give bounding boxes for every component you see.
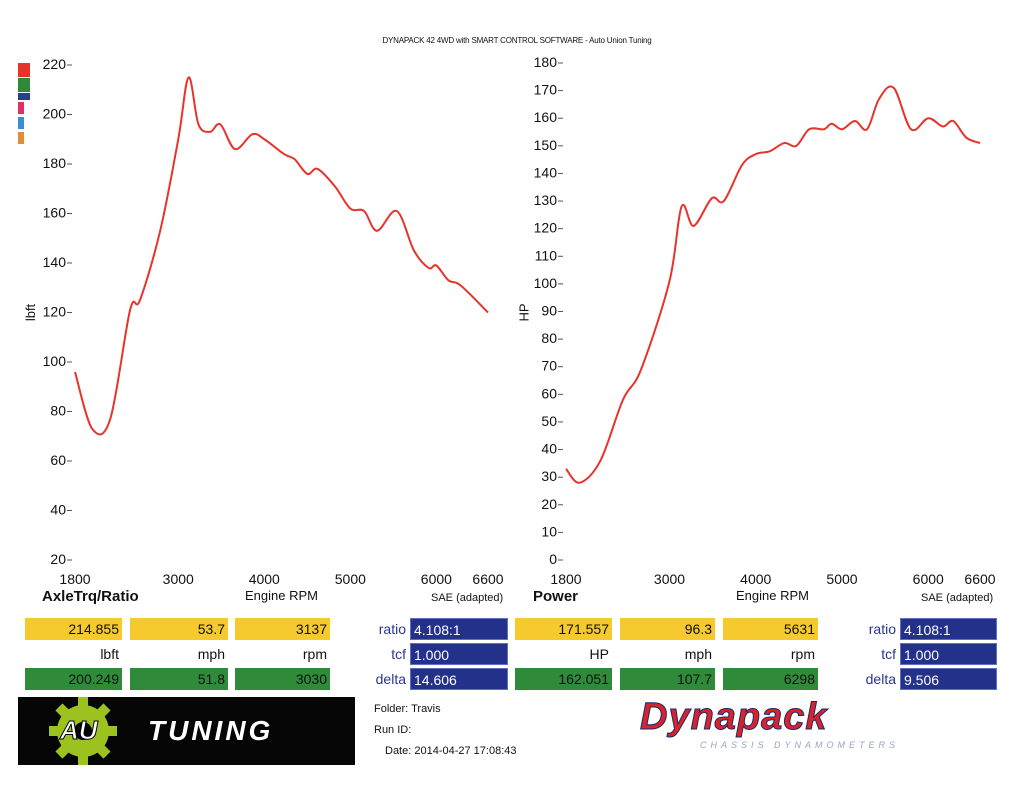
left-tcf-value: 1.000 <box>410 643 508 665</box>
left-tcf-label: tcf <box>391 646 406 662</box>
y-tick-label: 80 <box>50 403 66 419</box>
y-tick-label: 180 <box>43 155 67 171</box>
logo-au-text: AU <box>60 715 99 746</box>
left-max-mph: 53.7 <box>130 618 228 640</box>
dynapack-subtitle: CHASSIS DYNAMOMETERS <box>700 740 900 750</box>
y-tick-label: 20 <box>50 551 66 567</box>
y-tick-label: 30 <box>541 468 557 484</box>
right-unit-rpm: rpm <box>790 646 815 662</box>
right-unit-mph: mph <box>684 646 712 662</box>
y-tick-label: 160 <box>43 205 67 221</box>
right-note: SAE (adapted) <box>921 592 994 604</box>
x-tick-label: 5000 <box>826 571 857 587</box>
x-tick-label: 6600 <box>472 571 503 587</box>
y-tick-label: 150 <box>534 137 558 153</box>
y-tick-label: 20 <box>541 496 557 512</box>
x-tick-label: 6600 <box>964 571 995 587</box>
y-tick-label: 80 <box>541 330 557 346</box>
x-tick-label: 4000 <box>740 571 771 587</box>
y-tick-label: 100 <box>534 275 558 291</box>
y-tick-label: 140 <box>43 254 67 270</box>
left-ratio-label: ratio <box>378 621 406 637</box>
x-tick-label: 6000 <box>421 571 452 587</box>
y-tick-label: 90 <box>541 303 557 319</box>
left-max-rpm: 3137 <box>235 618 330 640</box>
y-tick-label: 120 <box>534 220 558 236</box>
right-min-mph: 107.7 <box>620 668 715 690</box>
y-tick-label: 0 <box>549 551 557 567</box>
right-tcf-label: tcf <box>881 646 896 662</box>
left-min-rpm: 3030 <box>235 668 330 690</box>
y-tick-label: 140 <box>534 164 558 180</box>
y-tick-label: 160 <box>534 109 558 125</box>
y-tick-label: 40 <box>50 502 66 518</box>
right-ratio-label: ratio <box>868 621 896 637</box>
right-min-rpm: 6298 <box>723 668 818 690</box>
left-max-lbft: 214.855 <box>25 618 122 640</box>
left-ylabel: lbft <box>23 303 39 322</box>
y-tick-label: 60 <box>50 452 66 468</box>
left-unit-mph: mph <box>197 646 225 662</box>
left-delta-label: delta <box>375 671 406 687</box>
y-tick-label: 10 <box>541 523 557 539</box>
power-line <box>565 85 981 484</box>
legend-swatch-blue <box>18 93 30 100</box>
right-ylabel: HP <box>516 303 532 322</box>
y-tick-label: 60 <box>541 385 557 401</box>
legend-swatch-lightblue <box>18 117 24 129</box>
y-tick-label: 50 <box>541 413 557 429</box>
x-tick-label: 1800 <box>59 571 90 587</box>
right-max-rpm: 5631 <box>723 618 818 640</box>
logo-tuning-text: TUNING <box>148 715 274 746</box>
y-tick-label: 170 <box>534 82 558 98</box>
x-tick-label: 1800 <box>550 571 581 587</box>
gear-icon <box>49 697 117 765</box>
run-id-text: Run ID: <box>374 724 412 736</box>
dynapack-logo: Dynapack <box>640 696 828 738</box>
left-note: SAE (adapted) <box>431 592 504 604</box>
right-unit-hp: HP <box>589 646 609 662</box>
right-delta-label: delta <box>865 671 896 687</box>
x-tick-label: 4000 <box>249 571 280 587</box>
right-tcf-value: 1.000 <box>900 643 997 665</box>
left-xlabel: Engine RPM <box>245 588 318 603</box>
left-min-lbft: 200.249 <box>25 668 122 690</box>
right-max-mph: 96.3 <box>620 618 715 640</box>
legend-swatch-red <box>18 63 30 77</box>
date-text: Date: 2014-04-27 17:08:43 <box>385 745 517 757</box>
right-min-hp: 162.051 <box>515 668 612 690</box>
left-unit-rpm: rpm <box>302 646 327 662</box>
y-tick-label: 110 <box>535 247 558 263</box>
legend-swatch-pink <box>18 102 24 114</box>
y-tick-label: 180 <box>534 54 558 70</box>
x-tick-label: 5000 <box>335 571 366 587</box>
x-tick-label: 3000 <box>654 571 685 587</box>
right-delta-value: 9.506 <box>900 668 997 690</box>
y-tick-label: 200 <box>43 106 67 122</box>
report-title: DYNAPACK 42 4WD with SMART CONTROL SOFTW… <box>382 36 652 45</box>
y-tick-label: 40 <box>541 441 557 457</box>
legend-swatch-orange <box>18 132 24 144</box>
au-tuning-logo: AU TUNING <box>18 697 355 765</box>
legend-swatch-green <box>18 78 30 92</box>
right-max-hp: 171.557 <box>515 618 612 640</box>
y-tick-label: 130 <box>534 192 558 208</box>
right-xlabel: Engine RPM <box>736 588 809 603</box>
y-tick-label: 220 <box>43 56 67 72</box>
y-tick-label: 70 <box>541 358 557 374</box>
folder-text: Folder: Travis <box>374 703 441 715</box>
left-chart-title: AxleTrq/Ratio <box>42 588 139 605</box>
left-unit-lbft: lbft <box>100 646 119 662</box>
right-chart-title: Power <box>533 588 579 605</box>
x-tick-label: 6000 <box>913 571 944 587</box>
x-tick-label: 3000 <box>163 571 194 587</box>
right-ratio-value: 4.108:1 <box>900 618 997 640</box>
y-tick-label: 100 <box>43 353 67 369</box>
left-ratio-value: 4.108:1 <box>410 618 508 640</box>
y-tick-label: 120 <box>43 304 67 320</box>
left-delta-value: 14.606 <box>410 668 508 690</box>
torque-line <box>74 76 489 436</box>
left-min-mph: 51.8 <box>130 668 228 690</box>
